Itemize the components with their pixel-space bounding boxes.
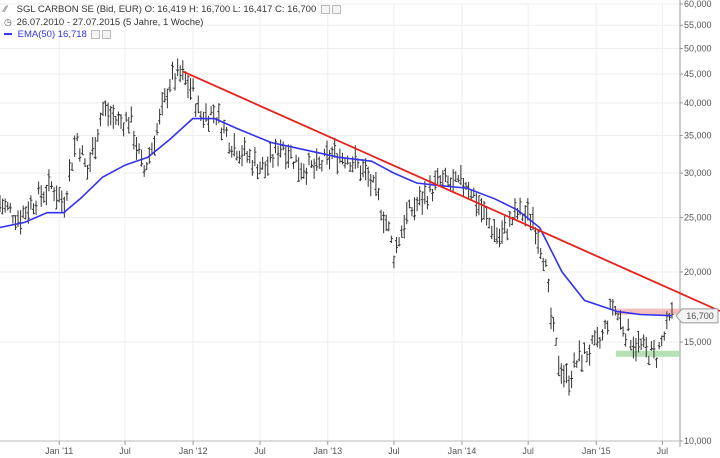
x-tick-label: Jul	[657, 446, 669, 456]
x-tick-label: Jul	[119, 446, 131, 456]
y-tick-label: 15,000	[684, 337, 712, 347]
y-tick-label: 60,000	[684, 0, 712, 9]
y-tick-label: 10,000	[684, 436, 712, 446]
x-tick-label: Jan '11	[45, 446, 73, 456]
date-range: 26.07.2010 - 27.07.2015 (5 Jahre, 1 Woch…	[16, 17, 204, 28]
chart-header-line1: ⁄⁄ SGL CARBON SE (Bid, EUR) O: 16,419 H:…	[4, 3, 341, 16]
downtrend-line	[182, 70, 720, 312]
y-tick-label: 25,000	[684, 213, 712, 223]
y-tick-label: 35,000	[684, 130, 712, 140]
ema-swatch-icon	[4, 33, 12, 36]
ema-line	[0, 117, 673, 317]
x-tick-label: Jul	[254, 446, 266, 456]
ema-close-box-icon[interactable]	[102, 29, 112, 39]
x-tick-label: Jan '12	[179, 446, 208, 456]
y-tick-label: 50,000	[684, 43, 712, 53]
x-tick-label: Jan '15	[582, 446, 611, 456]
symbol-name: SGL CARBON SE (Bid, EUR)	[16, 4, 142, 15]
support-zone	[615, 350, 680, 357]
x-tick-label: Jul	[388, 446, 400, 456]
y-tick-label: 55,000	[684, 20, 712, 30]
resistance-zone	[615, 308, 680, 315]
x-tick-label: Jan '13	[313, 446, 342, 456]
last-price-label: 16,700	[686, 311, 714, 321]
close-box-icon[interactable]	[331, 4, 341, 14]
y-tick-label: 40,000	[684, 98, 712, 108]
settings-box-icon[interactable]	[320, 4, 330, 14]
last-price-badge	[675, 308, 719, 324]
ema-name: EMA(50)	[17, 29, 56, 40]
clock-icon: ◷	[4, 17, 12, 27]
ema-settings-box-icon[interactable]	[91, 29, 101, 39]
x-tick-label: Jan '14	[448, 446, 477, 456]
y-tick-label: 45,000	[684, 69, 712, 79]
x-tick-label: Jul	[522, 446, 534, 456]
y-tick-label: 30,000	[684, 168, 712, 178]
chart-header-line3: EMA(50) 16,718	[4, 29, 112, 41]
chart-header-line2: ◷ 26.07.2010 - 27.07.2015 (5 Jahre, 1 Wo…	[4, 16, 203, 29]
ema-value: 16,718	[57, 29, 87, 40]
chart-icon: ⁄⁄	[4, 4, 8, 14]
y-tick-label: 20,000	[684, 267, 712, 277]
ohlc-values: O: 16,419 H: 16,700 L: 16,417 C: 16,700	[144, 4, 317, 15]
